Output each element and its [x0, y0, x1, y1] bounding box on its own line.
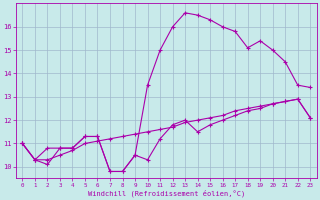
X-axis label: Windchill (Refroidissement éolien,°C): Windchill (Refroidissement éolien,°C): [88, 189, 245, 197]
